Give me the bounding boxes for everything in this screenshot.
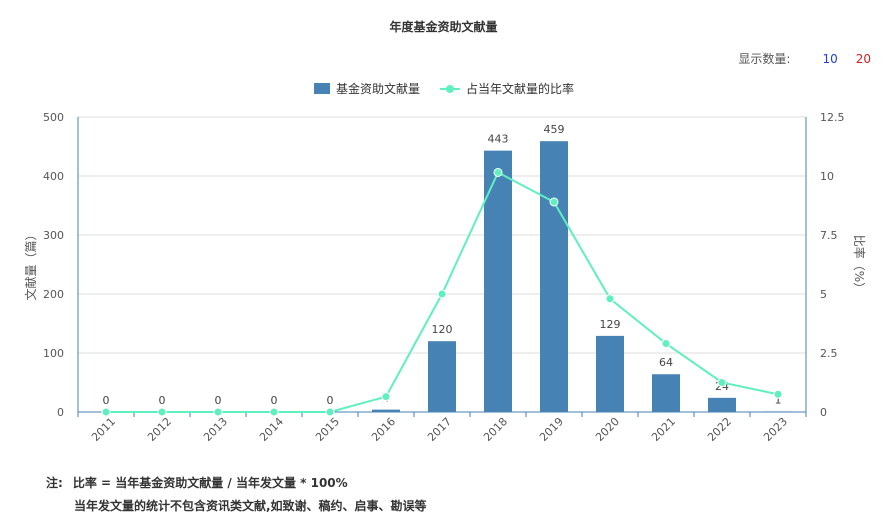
y-tick-label: 0 [57, 406, 64, 419]
ratio-point [437, 289, 447, 299]
count-option-10[interactable]: 10 [822, 51, 838, 66]
y2-tick-label: 10 [820, 170, 834, 183]
bar [764, 411, 792, 412]
bar [652, 374, 680, 412]
y2-tick-label: 5 [820, 288, 827, 301]
chart-title: 年度基金资助文献量 [389, 20, 498, 34]
x-tick-label: 2012 [145, 415, 174, 444]
x-tick-label: 2023 [761, 415, 790, 444]
ratio-point [381, 392, 391, 402]
x-tick-label: 2014 [257, 415, 286, 444]
legend-line-marker [446, 85, 454, 93]
x-tick-label: 2019 [537, 415, 566, 444]
ratio-point [101, 407, 111, 417]
y-tick-label: 200 [43, 288, 64, 301]
bar-data-label: 0 [327, 394, 334, 407]
x-tick-label: 2018 [481, 415, 510, 444]
y2-axis-title: 比率（%） [852, 235, 867, 294]
bar-data-label: 443 [488, 133, 509, 146]
ratio-point [661, 339, 671, 349]
ratio-point [269, 407, 279, 417]
note-label: 注: [46, 476, 63, 490]
ratio-point [717, 378, 727, 387]
legend-bar-label: 基金资助文献量 [336, 81, 420, 96]
x-tick-label: 2021 [649, 415, 678, 444]
ratio-point [773, 389, 783, 399]
bar-data-label: 0 [159, 394, 166, 407]
y-tick-label: 500 [43, 111, 64, 124]
y-tick-label: 100 [43, 347, 64, 360]
bar [596, 335, 624, 412]
x-tick-label: 2013 [201, 415, 230, 444]
x-tick-label: 2015 [313, 415, 342, 444]
legend-bar-swatch [314, 83, 330, 94]
display-count-label: 显示数量: [738, 52, 791, 66]
y-axis-title: 文献量（篇） [23, 228, 38, 300]
bar-data-label: 459 [544, 123, 565, 136]
bar-data-label: 1 [775, 393, 782, 406]
ratio-point [213, 407, 223, 417]
bar-data-label: 129 [600, 318, 621, 331]
y2-tick-label: 12.5 [820, 111, 845, 124]
bar [372, 409, 400, 412]
display-count-selector: 显示数量: 10 20 [738, 50, 871, 67]
x-tick-label: 2017 [425, 415, 454, 444]
ratio-point [549, 197, 559, 207]
ratio-point [157, 407, 167, 417]
note-formula: 比率 = 当年基金资助文献量 / 当年发文量 * 100% [72, 476, 348, 490]
ratio-point [325, 407, 335, 417]
bar-data-label: 120 [432, 323, 453, 336]
y-tick-label: 400 [43, 170, 64, 183]
x-tick-label: 2020 [593, 415, 622, 444]
y2-tick-label: 0 [820, 406, 827, 419]
x-tick-label: 2022 [705, 415, 734, 444]
x-tick-label: 2011 [89, 415, 118, 444]
bar-data-label: 0 [215, 394, 222, 407]
legend-line-label: 占当年文献量的比率 [466, 81, 574, 96]
y2-tick-label: 7.5 [820, 229, 838, 242]
x-tick-label: 2016 [369, 415, 398, 444]
note-line-2: 当年发文量的统计不包含资讯类文献,如致谢、稿约、启事、勘误等 [74, 499, 427, 513]
y2-tick-label: 2.5 [820, 347, 838, 360]
note-line-1: 注: 比率 = 当年基金资助文献量 / 当年发文量 * 100% [46, 474, 348, 491]
ratio-point [605, 294, 615, 304]
bar-data-label: 0 [103, 394, 110, 407]
y-tick-label: 300 [43, 229, 64, 242]
bar [540, 141, 568, 412]
bar [484, 150, 512, 412]
count-option-20[interactable]: 20 [855, 51, 871, 66]
bar-data-label: 0 [271, 394, 278, 407]
bar [708, 397, 736, 412]
bar-data-label: 64 [659, 356, 673, 369]
ratio-point [493, 167, 503, 177]
bar [428, 341, 456, 412]
